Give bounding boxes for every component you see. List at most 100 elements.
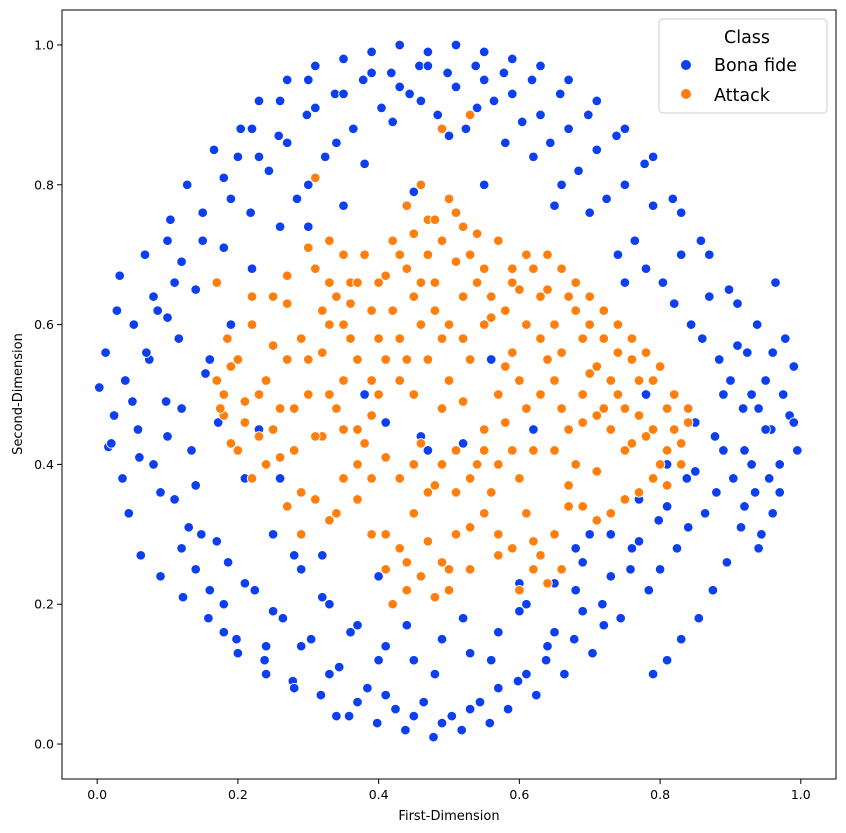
attack-point <box>352 459 363 470</box>
bona-fide-point <box>601 193 612 205</box>
attack-point <box>493 529 504 540</box>
bona-fide-point <box>442 67 453 79</box>
bona-fide-point <box>629 235 641 246</box>
bona-fide-point <box>443 130 455 142</box>
attack-point <box>521 319 532 330</box>
bona-fide-point <box>120 375 131 386</box>
bona-fide-point <box>348 123 359 135</box>
bona-fide-point <box>295 640 307 652</box>
attack-point <box>464 249 476 260</box>
bona-fide-point <box>753 403 764 414</box>
attack-point <box>394 375 405 386</box>
bona-fide-point <box>460 123 472 135</box>
bona-fide-point <box>390 703 401 715</box>
attack-point <box>591 361 603 372</box>
attack-point <box>493 389 504 400</box>
attack-point <box>310 431 321 442</box>
attack-point <box>542 354 553 365</box>
bona-fide-point <box>661 501 673 512</box>
bona-fide-point <box>643 584 655 596</box>
bona-fide-point <box>253 95 265 107</box>
bona-fide-point <box>152 305 163 316</box>
attack-point <box>366 305 377 316</box>
bona-fide-point <box>315 689 327 701</box>
plot-area <box>61 9 837 780</box>
attack-point <box>443 564 455 575</box>
attack-point <box>577 501 588 512</box>
attack-point <box>514 473 525 484</box>
bona-fide-point <box>668 298 680 309</box>
attack-point <box>324 515 335 526</box>
bona-fide-point <box>563 123 574 135</box>
bona-fide-point <box>141 347 152 358</box>
attack-point <box>443 584 455 596</box>
attack-point <box>549 445 560 456</box>
attack-point <box>675 459 687 470</box>
bona-fide-point <box>352 696 363 708</box>
bona-fide-point <box>735 522 747 533</box>
bona-fide-point <box>647 200 659 211</box>
attack-point <box>408 508 420 519</box>
attack-point <box>295 487 307 498</box>
bona-fide-point <box>359 158 370 170</box>
bona-fide-point <box>190 564 201 575</box>
attack-point <box>338 319 349 330</box>
attack-point <box>514 375 525 386</box>
x-axis-label: First-Dimension <box>398 809 499 824</box>
attack-point <box>352 424 363 435</box>
bona-fide-point <box>640 389 652 400</box>
attack-point <box>535 389 546 400</box>
attack-point <box>450 256 462 267</box>
legend: Class Bona fide Attack <box>658 18 828 114</box>
bona-fide-point <box>404 88 415 100</box>
attack-point <box>429 305 441 316</box>
attack-point <box>457 333 469 344</box>
bona-fide-point <box>366 46 377 58</box>
attack-point <box>373 333 384 344</box>
y-axis-label: Second-Dimension <box>11 333 26 455</box>
attack-point <box>485 291 497 302</box>
attack-point <box>563 291 574 302</box>
bona-fide-point <box>749 487 761 498</box>
y-tick-label: 0.2 <box>34 597 54 612</box>
attack-point <box>542 284 553 295</box>
attack-point <box>310 494 321 505</box>
attack-point <box>591 466 603 477</box>
bona-fide-point <box>545 137 556 149</box>
bona-fide-point <box>114 270 125 281</box>
bona-fide-point <box>274 95 286 107</box>
attack-point <box>478 263 490 274</box>
bona-fide-point <box>134 452 145 463</box>
attack-point <box>443 193 455 205</box>
attack-point <box>626 333 638 344</box>
bona-fide-point <box>570 543 581 554</box>
attack-point <box>288 403 300 414</box>
bona-fide-point <box>751 319 763 330</box>
bona-fide-point <box>436 633 448 645</box>
attack-point <box>366 529 377 540</box>
bona-fide-point <box>471 102 483 114</box>
attack-point <box>422 249 434 260</box>
bona-fide-point <box>111 305 123 316</box>
attack-point <box>324 277 335 288</box>
attack-point <box>288 445 300 456</box>
attack-point <box>246 473 258 484</box>
bona-fide-point <box>317 550 328 561</box>
bona-fide-point <box>661 654 673 666</box>
x-tick-label: 0.4 <box>369 787 389 802</box>
attack-point <box>352 494 363 505</box>
bona-fide-point <box>728 473 739 484</box>
attack-point <box>556 263 567 274</box>
attack-point <box>211 277 223 288</box>
bona-fide-point <box>352 619 363 631</box>
attack-point <box>485 487 497 498</box>
bona-fide-point <box>415 95 427 107</box>
bona-fide-point <box>774 459 785 470</box>
bona-fide-point <box>181 179 193 191</box>
attack-point <box>225 438 237 449</box>
bona-fide-point <box>169 277 180 288</box>
bona-fide-point <box>605 571 617 582</box>
bona-fide-point <box>176 256 187 267</box>
bona-fide-point <box>197 235 208 246</box>
attack-point <box>556 403 567 414</box>
